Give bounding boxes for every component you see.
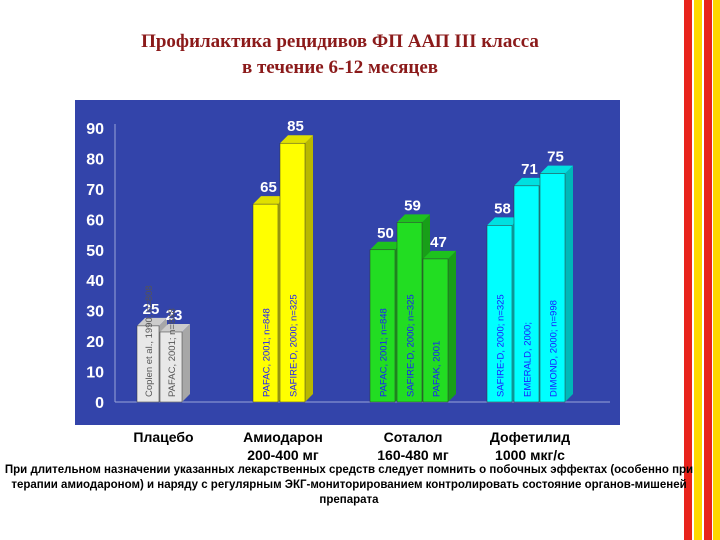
bar-value-label: 25 [143,301,160,318]
category-label: Амиодарон [243,429,323,445]
bar-study-label: PAFAK, 2001 [432,341,443,397]
stripe-yellow-1 [694,0,702,540]
bar-study-label: PAFAC, 2001; n=848 [379,308,390,397]
bar-top [397,214,430,223]
bar-side [565,165,573,402]
bar [422,258,449,403]
bar-study-label: DIMOND, 2000; n=998 [549,300,560,397]
y-tick-label: 80 [86,151,104,168]
footnote: При длительном назначении указанных лека… [4,464,694,506]
bar-top [423,250,456,259]
stripe-red-1 [684,0,692,540]
bar-study-label: PAFAC, 2001; n=848 [262,308,273,397]
bar [136,325,160,403]
category-label: 200-400 мг [247,447,319,463]
bar-value-label: 50 [377,225,394,242]
category-label: Дофетилид [489,429,571,445]
bar-value-label: 47 [430,234,447,251]
bar-value-label: 75 [547,149,564,166]
bar-top [370,241,403,250]
bar-top [280,135,313,144]
bar-value-label: 85 [287,118,304,135]
bar [279,142,306,403]
bar-side [448,250,456,402]
y-tick-label: 10 [86,365,104,382]
y-tick-label: 30 [86,304,104,321]
bar [369,249,396,403]
bar [396,222,423,403]
category-label: Соталол [383,429,443,445]
bar [486,225,513,403]
y-tick-label: 60 [86,212,104,229]
y-tick-label: 70 [86,182,104,199]
y-tick-label: 20 [86,334,104,351]
bar-study-label: Coplen et al., 1990; n=808 [144,285,155,397]
bar [252,203,279,403]
bar-study-label: SAFIRE-D, 2000; n=325 [406,294,417,397]
slide-title-line-2: в течение 6-12 месяцев [241,57,439,78]
stripe-yellow-2 [713,0,720,540]
bar-top [137,317,167,326]
bar [159,331,183,403]
bar-top [253,196,286,205]
bar-value-label: 71 [521,161,538,178]
bar-value-label: 59 [404,197,421,214]
bar-study-label: EMERALD, 2000; [523,322,534,397]
bar-study-label: PAFAC, 2001; n=848 [167,308,178,397]
y-tick-label: 0 [95,395,104,412]
bar-value-label: 65 [260,179,277,196]
stripe-red-2 [704,0,712,540]
bar-study-label: SAFIRE-D, 2000; n=325 [496,294,507,397]
bar-study-label: SAFIRE-D, 2000; n=325 [289,294,300,397]
category-label: 160-480 мг [377,447,449,463]
bar-top [160,323,190,332]
decorative-stripes [684,0,720,540]
y-tick-label: 50 [86,243,104,260]
bar-side [305,135,313,402]
bar-value-label: 23 [166,307,183,324]
category-label: 1000 мкг/с [495,447,565,463]
y-tick-label: 90 [86,121,104,138]
bar-top [514,177,547,186]
bar-top [540,165,573,174]
slide-title-line-1: Профилактика рецидивов ФП ААП III класса [141,31,539,52]
category-label: Плацебо [133,429,194,445]
bar [539,173,566,403]
bar [513,185,540,403]
bar-top [487,217,520,226]
bar-side [182,323,190,402]
bar-value-label: 58 [494,200,511,217]
y-tick-label: 40 [86,273,104,290]
